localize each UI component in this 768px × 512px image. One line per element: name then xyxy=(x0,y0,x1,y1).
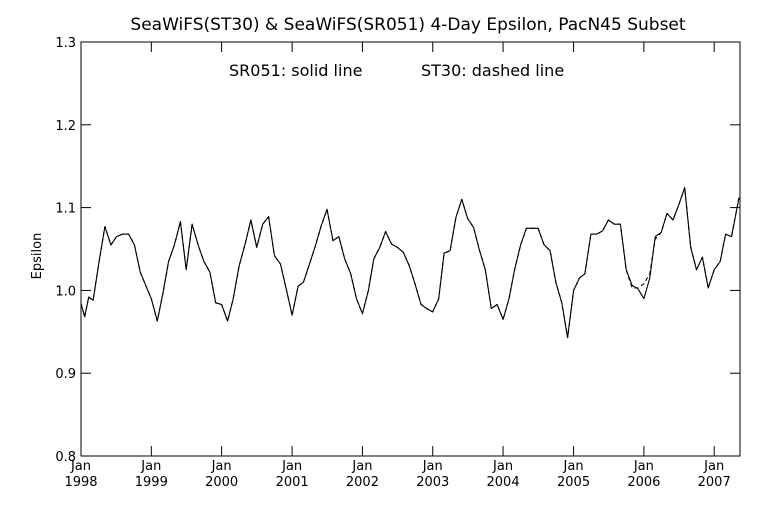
x-tick-label-year: 2001 xyxy=(276,475,309,490)
x-tick-label-month: Jan xyxy=(422,459,443,474)
x-tick-label-month: Jan xyxy=(281,459,302,474)
x-tick-label-month: Jan xyxy=(140,459,161,474)
x-tick-label-year: 2005 xyxy=(557,475,590,490)
x-tick-label-month: Jan xyxy=(70,459,91,474)
x-tick-label-year: 2003 xyxy=(416,475,449,490)
x-tick-label-year: 2000 xyxy=(205,475,238,490)
tick-labels: 0.80.91.01.11.21.3Jan1998Jan1999Jan2000J… xyxy=(55,36,730,490)
x-tick-label-month: Jan xyxy=(492,459,513,474)
y-tick-label: 0.8 xyxy=(55,450,76,465)
x-tick-label-year: 2006 xyxy=(627,475,660,490)
y-tick-label: 1.0 xyxy=(55,284,76,299)
x-tick-label-month: Jan xyxy=(563,459,584,474)
x-tick-label-year: 1998 xyxy=(64,475,97,490)
annotation-solid-line: SR051: solid line xyxy=(229,61,362,80)
x-tick-label-month: Jan xyxy=(351,459,372,474)
x-tick-label-year: 2002 xyxy=(346,475,379,490)
annotation-dashed-line: ST30: dashed line xyxy=(421,61,564,80)
series-lines xyxy=(80,187,740,339)
x-tick-label-month: Jan xyxy=(633,459,654,474)
axis-ticks xyxy=(80,41,740,457)
y-tick-label: 1.3 xyxy=(55,36,76,51)
x-tick-label-year: 2004 xyxy=(487,475,520,490)
y-tick-label: 1.1 xyxy=(55,202,76,217)
y-tick-label: 1.2 xyxy=(55,119,76,134)
x-tick-label-year: 1999 xyxy=(135,475,168,490)
y-axis-label: Epsilon xyxy=(30,233,45,280)
series-line-st30 xyxy=(80,187,740,339)
chart-title: SeaWiFS(ST30) & SeaWiFS(SR051) 4-Day Eps… xyxy=(130,15,685,35)
x-tick-label-month: Jan xyxy=(211,459,232,474)
y-tick-label: 0.9 xyxy=(55,367,76,382)
x-tick-label-year: 2007 xyxy=(698,475,731,490)
plot-area-frame xyxy=(80,41,741,457)
x-tick-label-month: Jan xyxy=(703,459,724,474)
series-line-sr051 xyxy=(80,187,740,339)
